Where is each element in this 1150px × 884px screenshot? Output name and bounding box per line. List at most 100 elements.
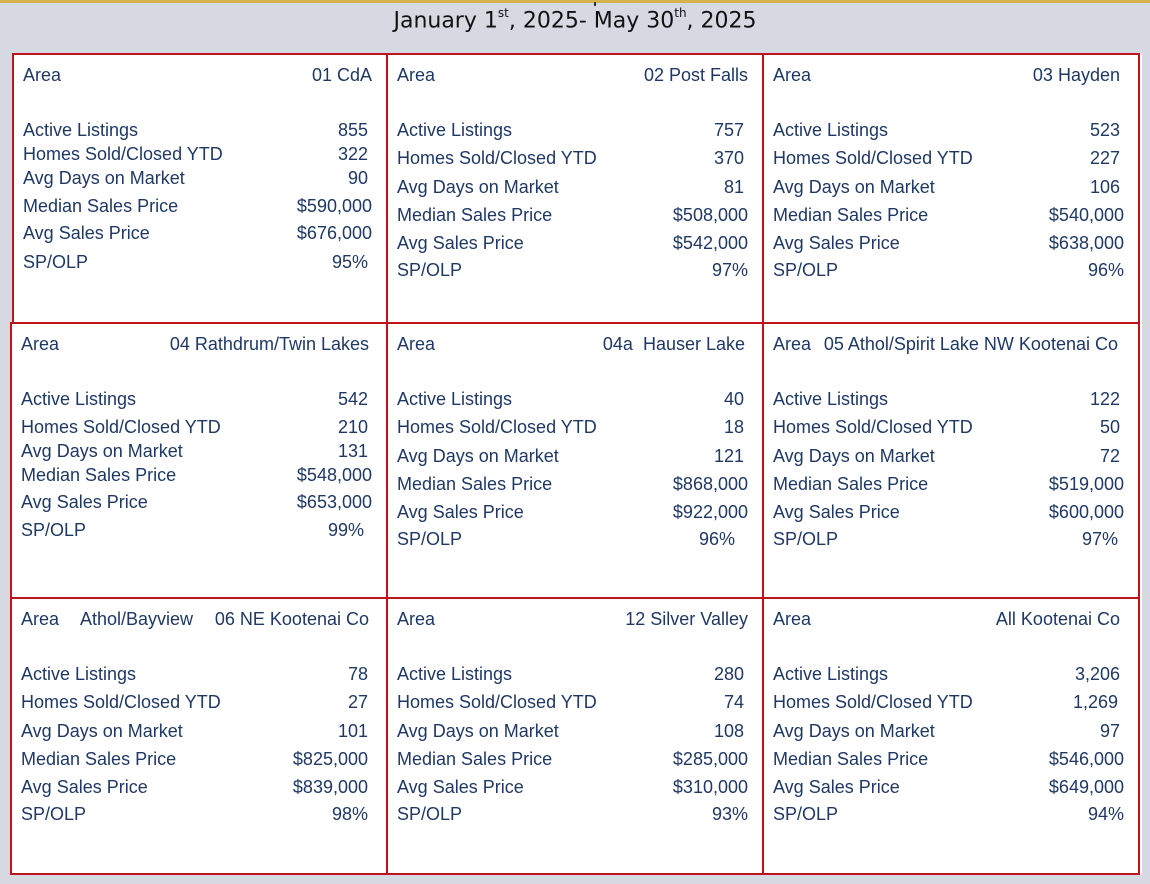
area-card-04-rathdrum: Area 04 Rathdrum/Twin Lakes Active Listi… [10,322,388,599]
sp-olp-value: 97% [1081,529,1118,549]
sp-olp-value: 95% [331,252,368,272]
homes-sold-value: 227 [1089,148,1120,168]
avg-days-label: Avg Days on Market [397,177,559,197]
area-name: 12 Silver Valley [625,609,748,629]
avg-price-value: $922,000 [672,502,748,522]
avg-days-value: 72 [1099,446,1120,466]
homes-sold-label: Homes Sold/Closed YTD [23,144,223,164]
active-listings-value: 280 [713,664,744,684]
avg-days-label: Avg Days on Market [773,446,935,466]
avg-days-label: Avg Days on Market [773,721,935,741]
active-listings-label: Active Listings [773,389,889,409]
median-price-value: $540,000 [1048,205,1124,225]
area-card-06-ne-kootenai: Area Athol/Bayview 06 NE Kootenai Co Act… [10,597,388,875]
homes-sold-label: Homes Sold/Closed YTD [773,148,973,168]
sp-olp-value: 93% [711,804,748,824]
median-price-value: $285,000 [672,749,748,769]
median-price-value: $508,000 [672,205,748,225]
area-label: Area [773,65,812,85]
avg-days-label: Avg Days on Market [397,721,559,741]
area-card-12-silver-valley: Area 12 Silver Valley Active Listings 28… [386,597,764,875]
area-label: Area [397,609,436,629]
area-name: 03 Hayden [1032,65,1120,85]
area-card-01-cda: Area 01 CdA Active Listings 855 Homes So… [12,53,388,324]
median-price-label: Median Sales Price [397,474,553,494]
area-label: Area [773,334,812,354]
avg-price-label: Avg Sales Price [397,502,524,522]
median-price-label: Median Sales Price [21,749,177,769]
homes-sold-value: 74 [723,692,744,712]
median-price-label: Median Sales Price [773,205,929,225]
avg-days-label: Avg Days on Market [21,721,183,741]
active-listings-value: 78 [347,664,368,684]
homes-sold-value: 210 [337,417,368,437]
active-listings-label: Active Listings [23,120,139,140]
sp-olp-label: SP/OLP [397,529,463,549]
avg-price-value: $600,000 [1048,502,1124,522]
avg-days-value: 81 [723,177,744,197]
active-listings-label: Active Listings [397,120,513,140]
active-listings-label: Active Listings [773,664,889,684]
avg-price-label: Avg Sales Price [397,233,524,253]
top-accent-line [0,0,1150,3]
active-listings-value: 122 [1089,389,1120,409]
homes-sold-value: 27 [347,692,368,712]
active-listings-value: 40 [723,389,744,409]
homes-sold-value: 322 [337,144,368,164]
median-price-label: Median Sales Price [773,474,929,494]
homes-sold-label: Homes Sold/Closed YTD [21,417,221,437]
area-card-03-hayden: Area 03 Hayden Active Listings 523 Homes… [762,53,1140,324]
avg-days-label: Avg Days on Market [773,177,935,197]
area-name: 04a Hauser Lake [602,334,745,354]
avg-price-label: Avg Sales Price [773,233,900,253]
avg-days-value: 106 [1089,177,1120,197]
avg-days-label: Avg Days on Market [23,168,185,188]
area-label: Area [397,65,436,85]
area-label: Area [773,609,812,629]
median-price-value: $546,000 [1048,749,1124,769]
avg-price-value: $649,000 [1048,777,1124,797]
avg-price-value: $653,000 [296,492,372,512]
active-listings-label: Active Listings [397,389,513,409]
area-subname: Athol/Bayview [80,609,194,629]
active-listings-value: 855 [337,120,368,140]
sp-olp-label: SP/OLP [21,520,87,540]
top-mark [594,2,596,6]
area-label: Area [397,334,436,354]
median-price-label: Median Sales Price [773,749,929,769]
active-listings-value: 542 [337,389,368,409]
area-card-02-post-falls: Area 02 Post Falls Active Listings 757 H… [386,53,764,324]
active-listings-value: 757 [713,120,744,140]
homes-sold-value: 50 [1099,417,1120,437]
sp-olp-value: 96% [1087,260,1124,280]
homes-sold-label: Homes Sold/Closed YTD [397,417,597,437]
median-price-value: $548,000 [296,465,372,485]
median-price-value: $825,000 [292,749,368,769]
area-card-04a-hauser-lake: Area 04a Hauser Lake Active Listings 40 … [386,322,764,599]
area-name: 02 Post Falls [643,65,748,85]
sp-olp-label: SP/OLP [397,260,463,280]
avg-price-value: $638,000 [1048,233,1124,253]
sp-olp-label: SP/OLP [773,804,839,824]
median-price-label: Median Sales Price [23,196,179,216]
homes-sold-label: Homes Sold/Closed YTD [397,148,597,168]
active-listings-label: Active Listings [21,389,137,409]
avg-price-label: Avg Sales Price [397,777,524,797]
sp-olp-value: 99% [327,520,364,540]
homes-sold-label: Homes Sold/Closed YTD [773,692,973,712]
sp-olp-label: SP/OLP [773,529,839,549]
sp-olp-label: SP/OLP [397,804,463,824]
area-name: 05 Athol/Spirit Lake NW Kootenai Co [823,334,1118,354]
avg-days-value: 101 [337,721,368,741]
sp-olp-value: 96% [698,529,735,549]
avg-days-value: 121 [713,446,744,466]
area-label: Area [21,334,60,354]
sp-olp-value: 98% [331,804,368,824]
median-price-value: $590,000 [296,196,372,216]
sp-olp-value: 94% [1087,804,1124,824]
area-card-all-kootenai: Area All Kootenai Co Active Listings 3,2… [762,597,1140,875]
avg-price-label: Avg Sales Price [773,777,900,797]
avg-days-value: 97 [1099,721,1120,741]
avg-price-value: $676,000 [296,223,372,243]
median-price-label: Median Sales Price [21,465,177,485]
